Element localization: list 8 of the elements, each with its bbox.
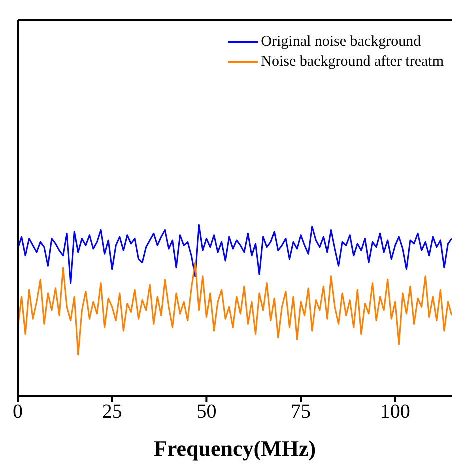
x-tick-label: 0	[13, 401, 23, 424]
x-tick-label: 50	[196, 401, 217, 424]
x-axis-title: Frequency(MHz)	[154, 436, 316, 461]
x-tick-label: 100	[380, 401, 410, 424]
x-tick-label: 75	[291, 401, 312, 424]
legend-label: Original noise background	[261, 33, 422, 52]
legend-label: Noise background after treatm	[261, 53, 444, 72]
x-tick-label: 25	[102, 401, 122, 424]
